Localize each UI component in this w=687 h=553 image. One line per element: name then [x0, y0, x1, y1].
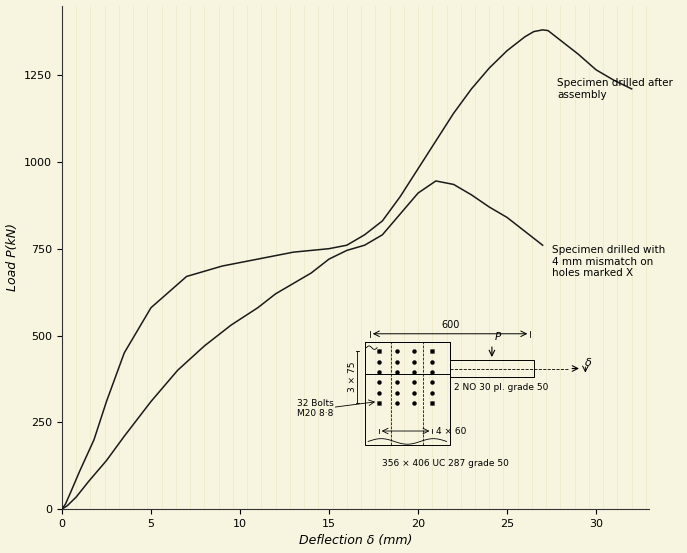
Bar: [450, 360, 534, 377]
Text: 600: 600: [441, 320, 459, 330]
Text: 2 NO 30 pl. grade 50: 2 NO 30 pl. grade 50: [453, 383, 548, 392]
Y-axis label: Load P(kN): Load P(kN): [5, 223, 19, 291]
Text: 3 × 75: 3 × 75: [348, 362, 357, 393]
Bar: [365, 342, 450, 374]
X-axis label: Deflection δ (mm): Deflection δ (mm): [299, 534, 412, 547]
Text: 32 Bolts
M20 8·8: 32 Bolts M20 8·8: [297, 399, 334, 418]
Text: P: P: [495, 332, 501, 342]
Bar: [365, 342, 450, 445]
Text: 356 × 406 UC 287 grade 50: 356 × 406 UC 287 grade 50: [383, 459, 509, 468]
Text: Specimen drilled with
4 mm mismatch on
holes marked X: Specimen drilled with 4 mm mismatch on h…: [552, 245, 665, 278]
Text: Specimen drilled after
assembly: Specimen drilled after assembly: [557, 79, 673, 100]
Text: δ: δ: [585, 358, 592, 368]
Text: 4 × 60: 4 × 60: [436, 426, 466, 436]
